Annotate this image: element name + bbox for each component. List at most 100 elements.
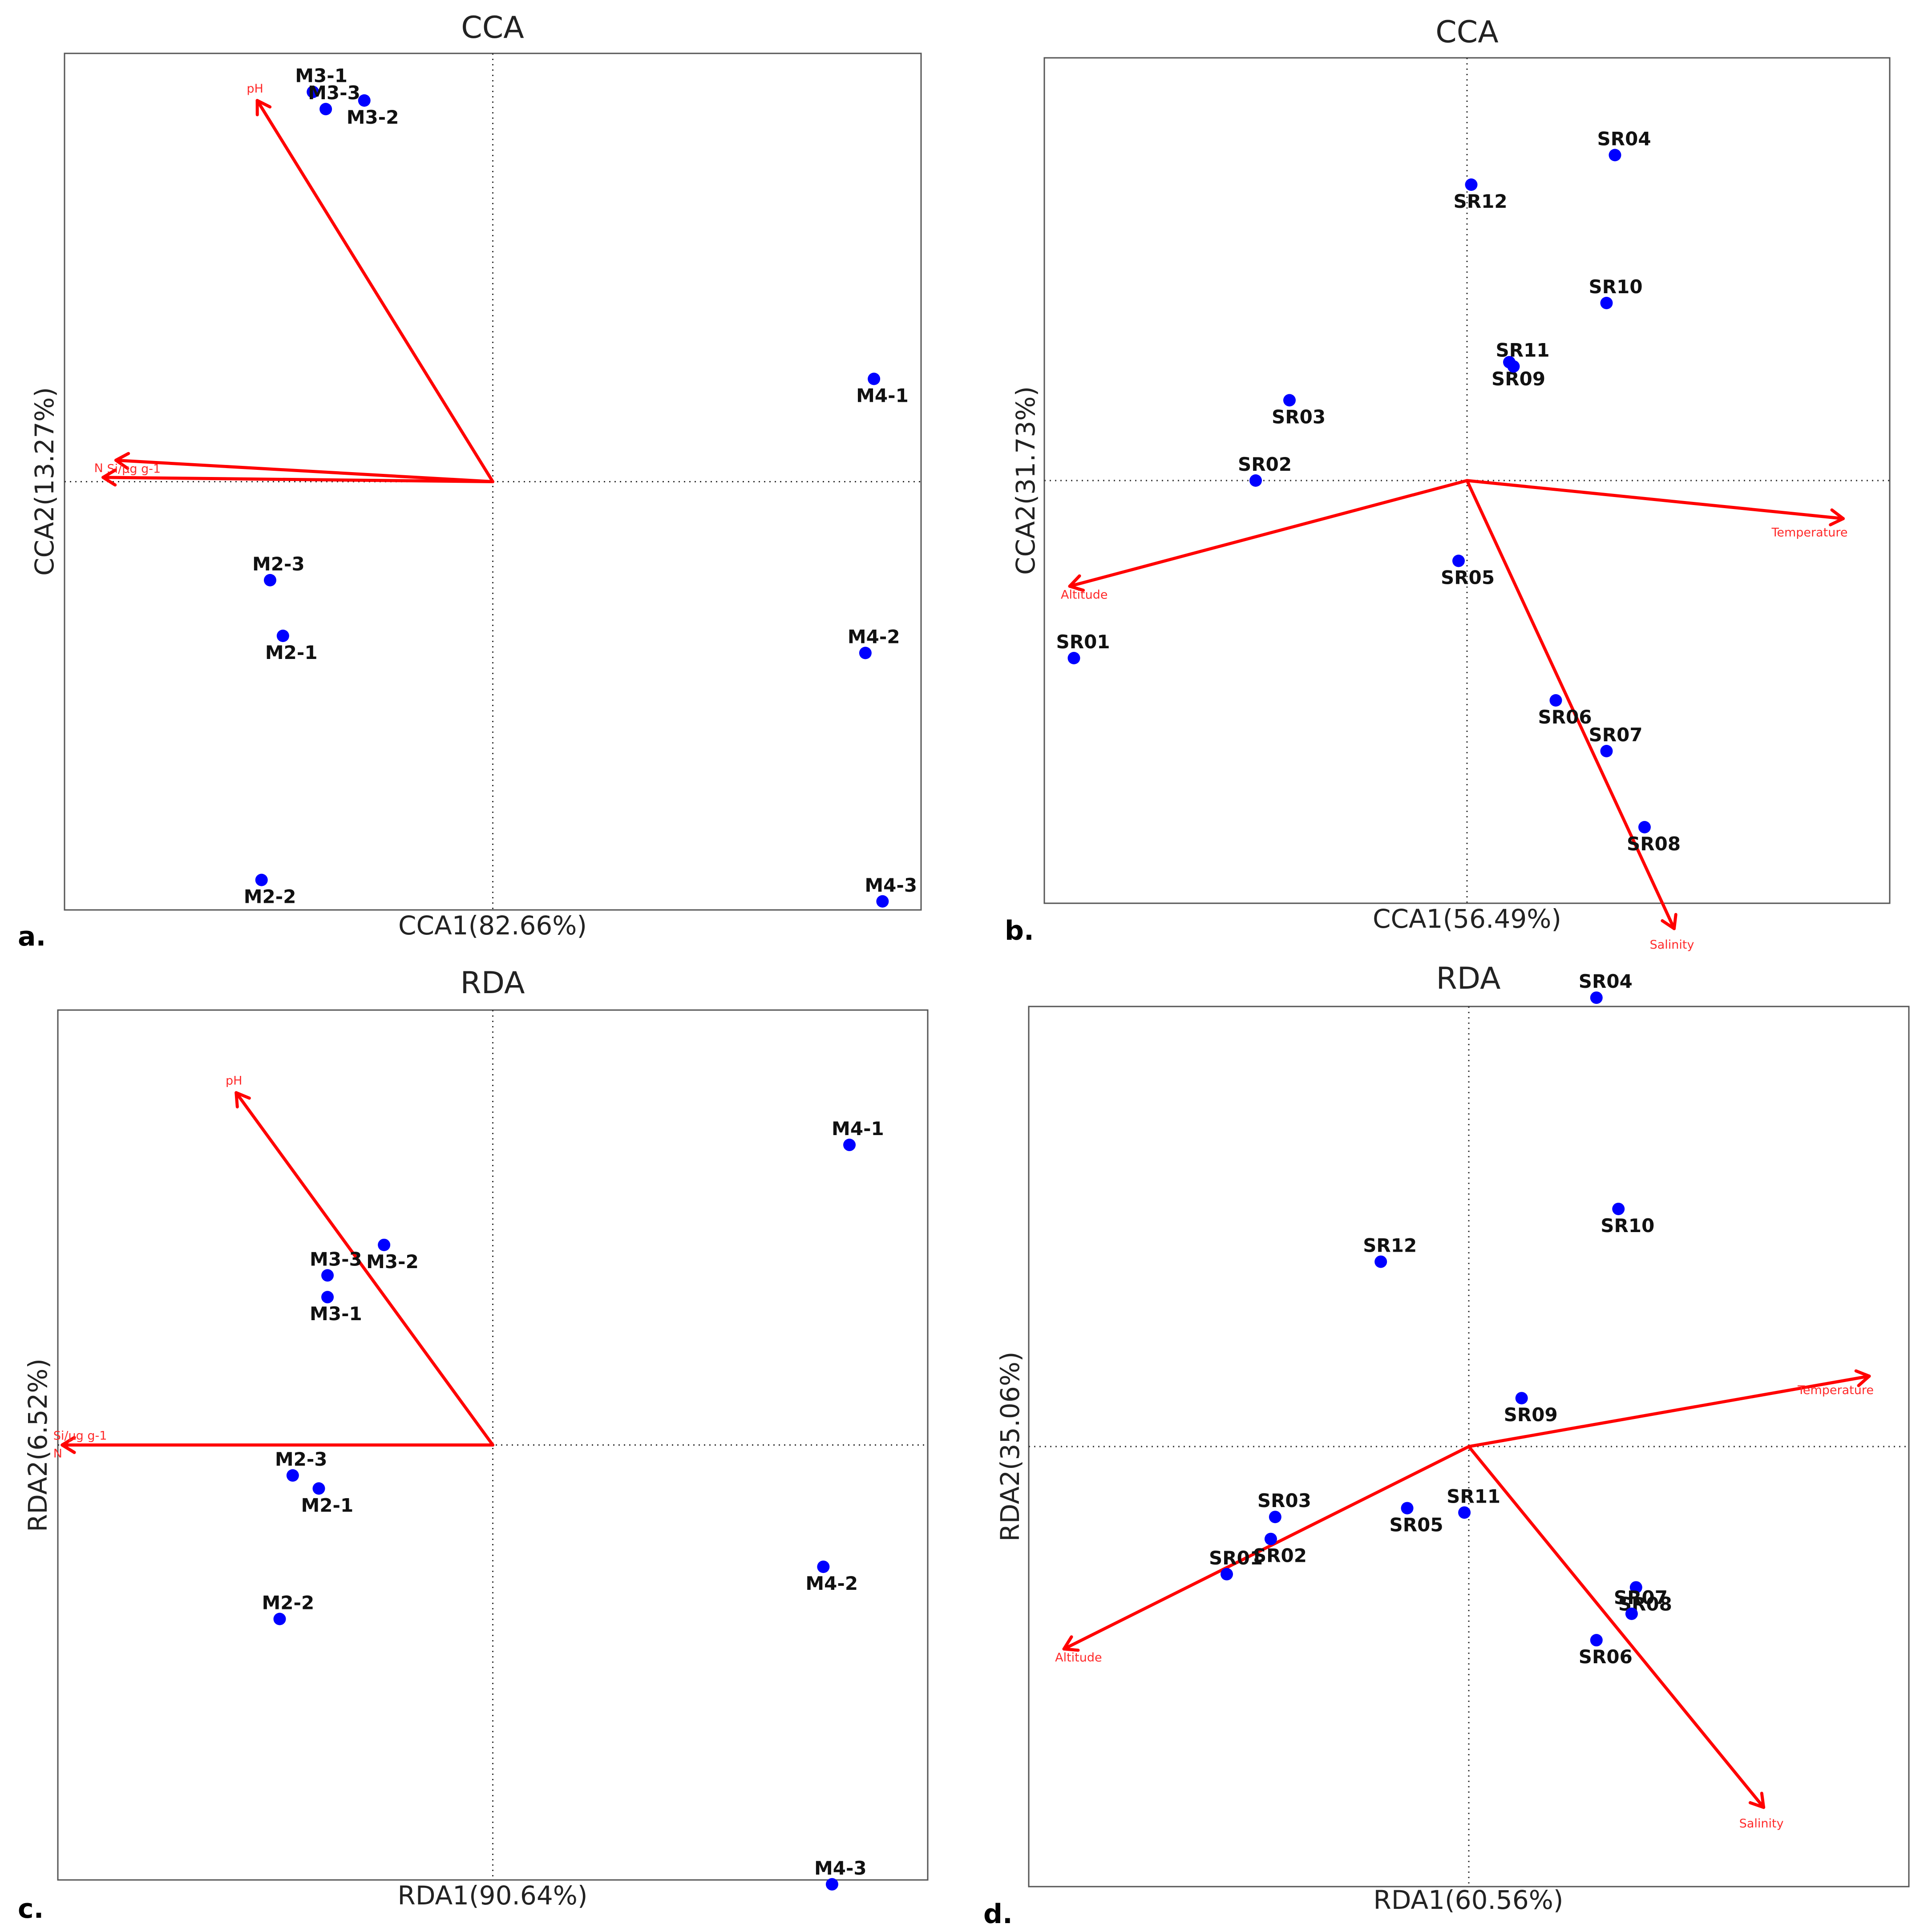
point-label: M4-3 [865, 874, 917, 896]
sample-point: SR06 [1579, 1634, 1633, 1668]
point-label: M3-1 [310, 1303, 362, 1325]
vector-arrowhead [1854, 1369, 1871, 1387]
point-label: SR01 [1056, 631, 1110, 653]
env-vector: pH [226, 1074, 494, 1447]
vector-label: Salinity [1739, 1817, 1784, 1831]
point-label: M2-1 [265, 642, 318, 663]
point-marker [307, 85, 319, 98]
vector-line [1068, 479, 1469, 588]
point-label: SR06 [1538, 706, 1592, 728]
point-marker [1458, 1506, 1471, 1519]
point-label: SR06 [1579, 1646, 1633, 1668]
sample-point: M3-2 [347, 94, 399, 128]
vector-arrowhead [1062, 1635, 1080, 1652]
vector-label: Altitude [1055, 1651, 1102, 1665]
point-label: SR11 [1447, 1485, 1500, 1507]
sample-point: M4-1 [856, 372, 909, 407]
sample-point: M3-3 [310, 1248, 362, 1282]
y-axis-label: RDA2(35.06%) [995, 1352, 1025, 1542]
point-label: M3-2 [347, 106, 399, 128]
env-vector: Altitude [1061, 479, 1469, 602]
sample-point: SR03 [1257, 1490, 1311, 1524]
point-label: SR04 [1597, 128, 1651, 150]
point-marker [859, 647, 872, 659]
point-label: SR05 [1390, 1514, 1443, 1536]
point-marker [1600, 745, 1613, 757]
vector-line [1467, 1445, 1766, 1809]
vector-label: Altitude [1061, 588, 1108, 602]
vector-arrowhead [1748, 1791, 1766, 1809]
point-label: M4-3 [814, 1857, 867, 1879]
point-marker [1249, 474, 1262, 487]
sample-point: M4-1 [832, 1118, 884, 1152]
sample-point: SR09 [1504, 1392, 1558, 1426]
sample-point: SR04 [1597, 128, 1651, 162]
sample-point: SR10 [1589, 276, 1643, 309]
vector-label: Temperature [1771, 526, 1847, 540]
point-marker [312, 1482, 325, 1495]
point-label: M4-1 [856, 385, 909, 407]
point-marker [321, 1291, 334, 1304]
sample-point: M2-3 [252, 553, 305, 586]
vector-arrowhead [114, 452, 130, 470]
env-vector: Temperature [1465, 479, 1848, 540]
vector-label: pH [247, 82, 263, 96]
point-label: M4-2 [805, 1572, 858, 1594]
env-vector: pH [247, 82, 494, 483]
sample-point: SR10 [1601, 1202, 1654, 1237]
vector-line [1465, 479, 1676, 930]
point-marker [868, 372, 881, 385]
point-label: SR10 [1601, 1215, 1654, 1237]
sample-point: SR09 [1491, 356, 1545, 390]
sample-point: SR01 [1056, 631, 1110, 664]
env-vector: Salinity [1465, 479, 1694, 952]
sample-point: SR08 [1627, 821, 1681, 855]
point-label: SR02 [1253, 1545, 1307, 1567]
point-label: SR03 [1257, 1490, 1311, 1512]
point-marker [1612, 1202, 1625, 1215]
point-label: SR04 [1579, 970, 1633, 992]
point-label: SR11 [1496, 340, 1550, 361]
point-marker [1283, 394, 1296, 407]
point-marker [1465, 178, 1478, 191]
vector-line [1062, 1445, 1471, 1651]
point-marker [1625, 1607, 1638, 1620]
sample-point: M3-3 [308, 82, 360, 116]
point-label: SR01 [1209, 1547, 1263, 1569]
point-marker [255, 873, 268, 886]
panel-letter: a. [18, 921, 46, 952]
panel-c: RDA RDA1(90.64%) RDA2(6.52%) c. pH N Si/μg… [18, 966, 929, 1924]
x-axis-label: RDA1(60.56%) [1374, 1885, 1564, 1915]
point-label: M2-2 [244, 886, 296, 908]
point-marker [1590, 991, 1603, 1004]
sample-point: SR04 [1579, 970, 1633, 1004]
chart-title: RDA [1436, 961, 1501, 996]
x-axis-label: CCA1(56.49%) [1373, 904, 1561, 934]
point-marker [1067, 652, 1080, 664]
point-marker [1609, 149, 1621, 162]
point-marker [1629, 1581, 1642, 1594]
point-marker [276, 630, 289, 642]
point-label: SR07 [1589, 724, 1643, 746]
env-vector: Salinity [1467, 1445, 1784, 1831]
vector-label: Si/μg g-1 [53, 1429, 107, 1443]
point-label: SR12 [1363, 1235, 1417, 1257]
chart-title: CCA [461, 10, 524, 45]
y-axis-label: RDA2(6.52%) [23, 1358, 53, 1532]
panel-letter: d. [983, 1899, 1013, 1930]
sample-point: SR05 [1390, 1502, 1443, 1536]
point-marker [817, 1560, 830, 1573]
vector-arrowhead [1068, 574, 1085, 592]
sample-point: SR01 [1209, 1547, 1263, 1580]
point-marker [1507, 360, 1520, 373]
vector-line [1467, 1374, 1871, 1448]
point-label: SR09 [1491, 368, 1545, 390]
sample-point: SR03 [1272, 394, 1326, 428]
sample-point: M2-1 [265, 630, 318, 663]
sample-point: SR02 [1238, 453, 1292, 487]
point-marker [1374, 1255, 1387, 1268]
point-label: M3-3 [310, 1248, 362, 1270]
sample-point: M2-1 [301, 1482, 353, 1516]
point-label: SR10 [1589, 276, 1643, 298]
